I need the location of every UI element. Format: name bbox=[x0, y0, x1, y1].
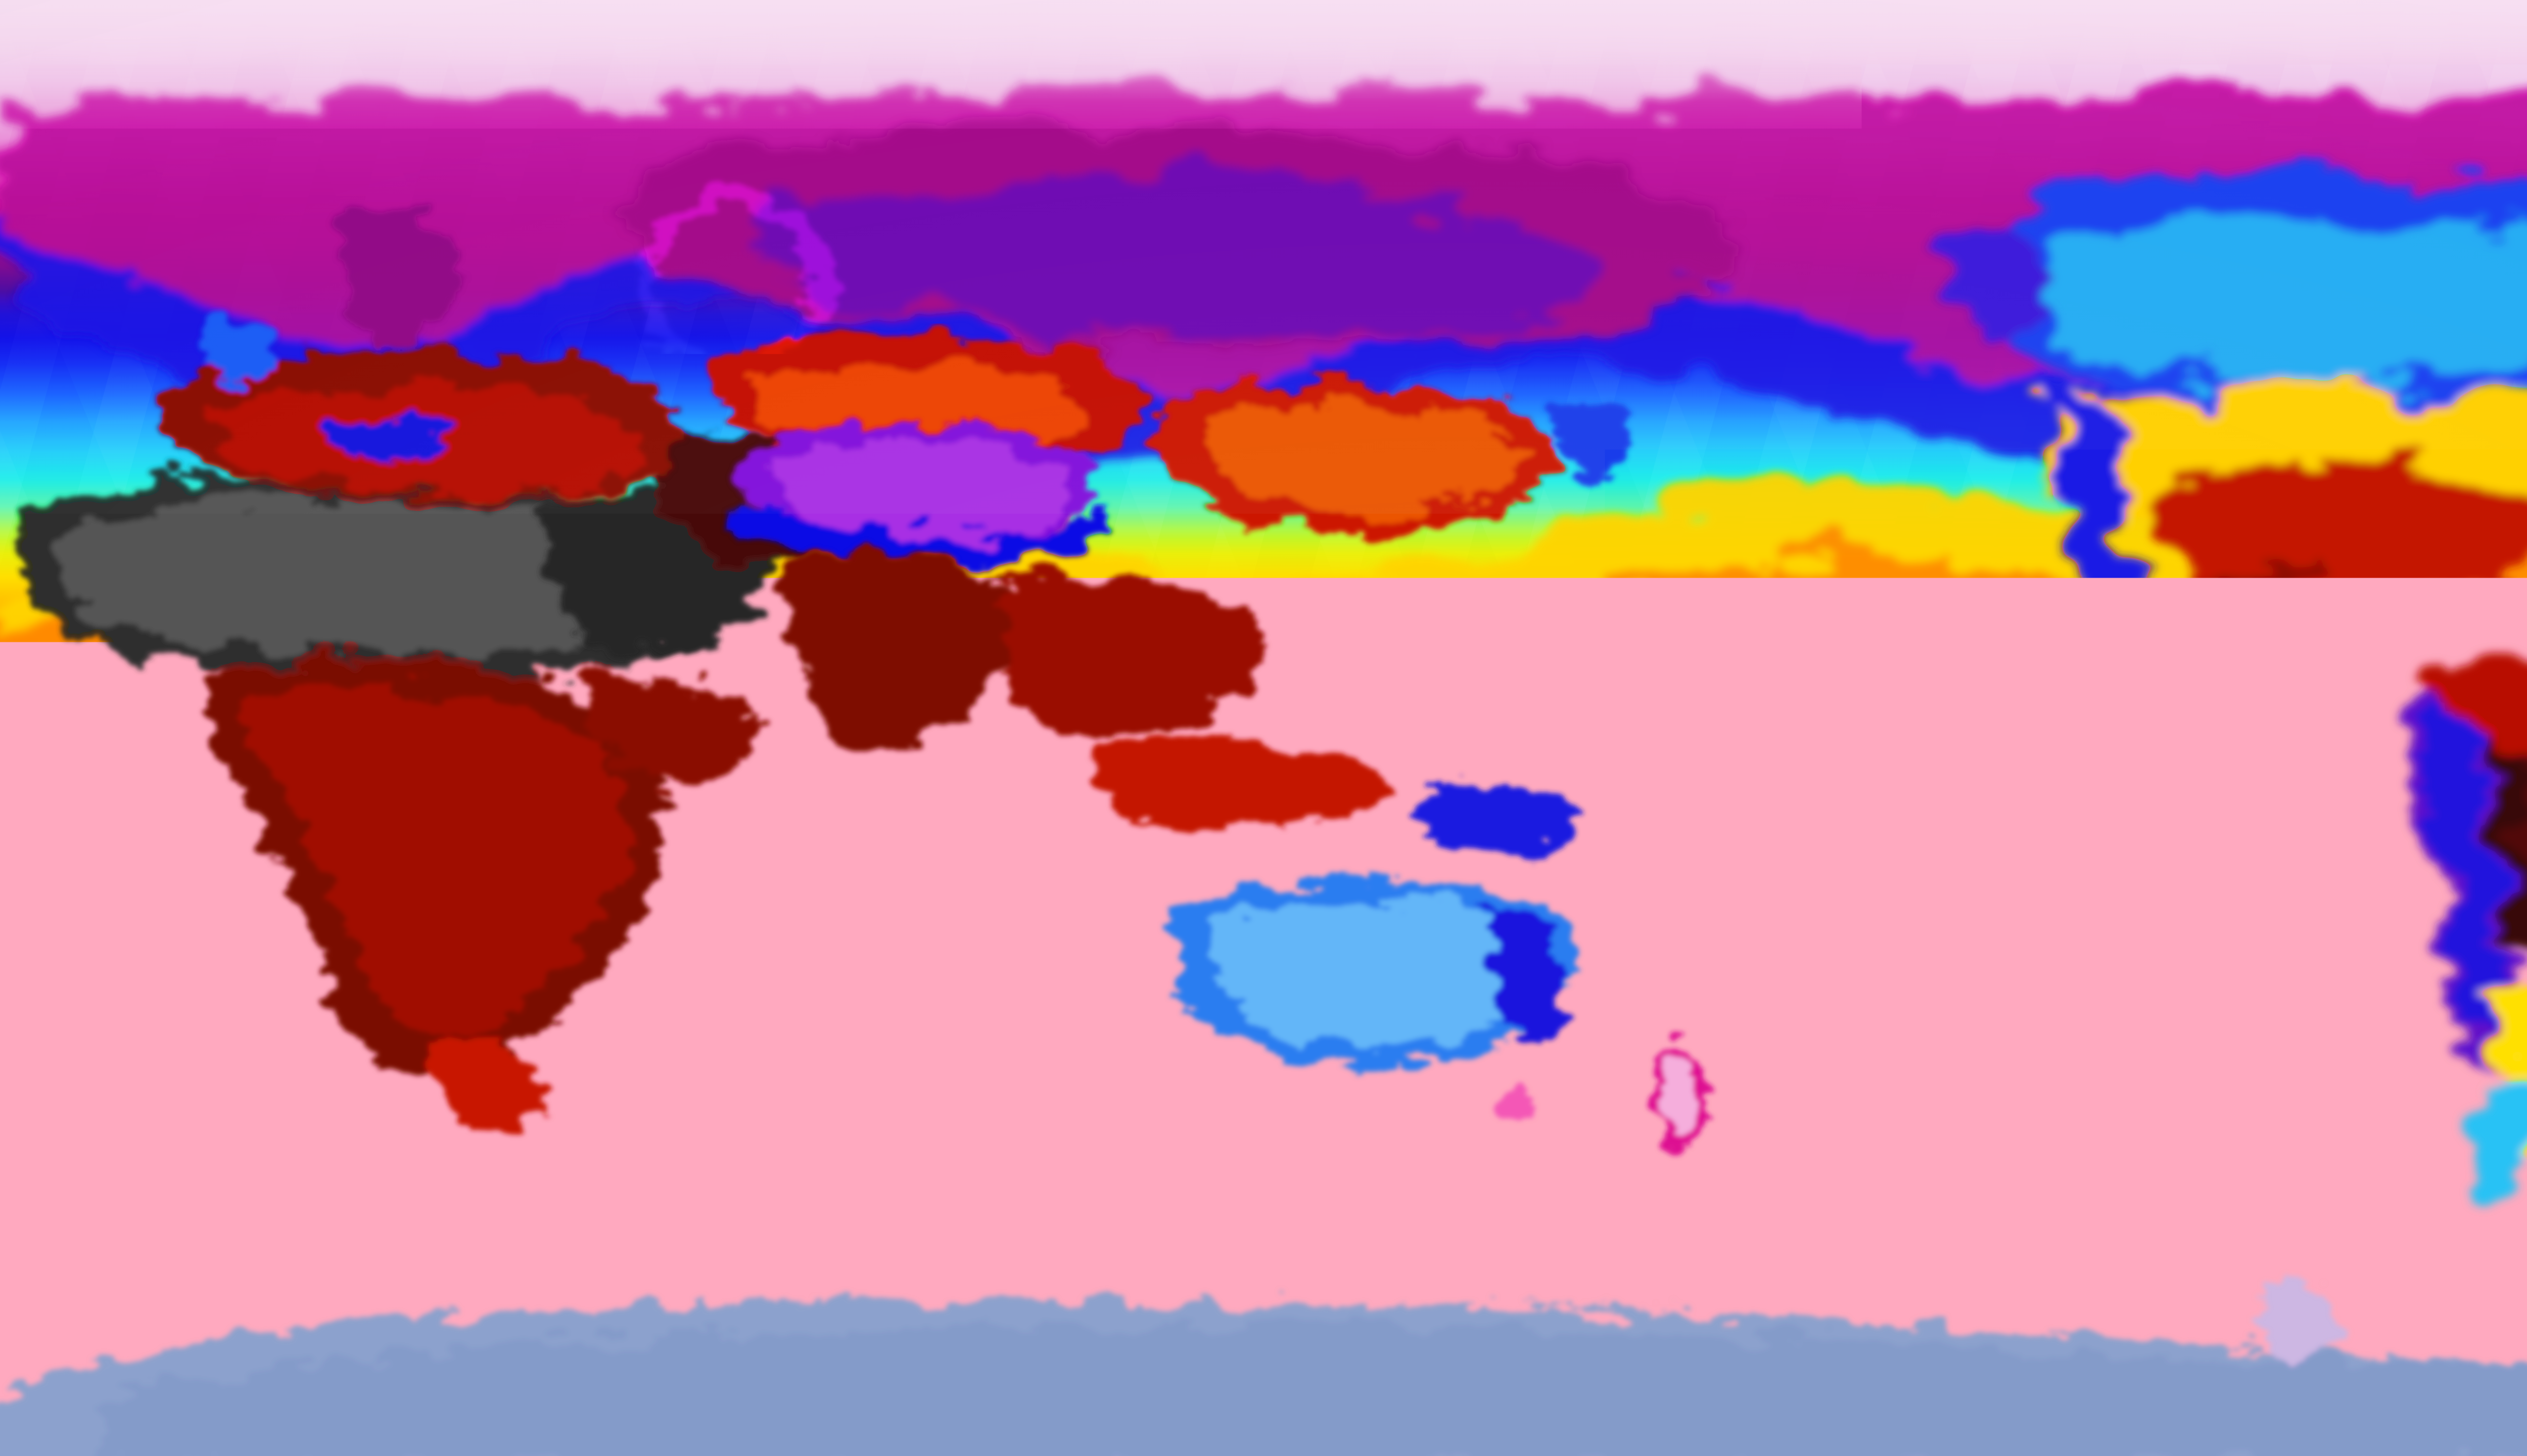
temperature-map-canvas bbox=[0, 0, 2527, 1456]
vignette-and-limb bbox=[0, 0, 2527, 1456]
